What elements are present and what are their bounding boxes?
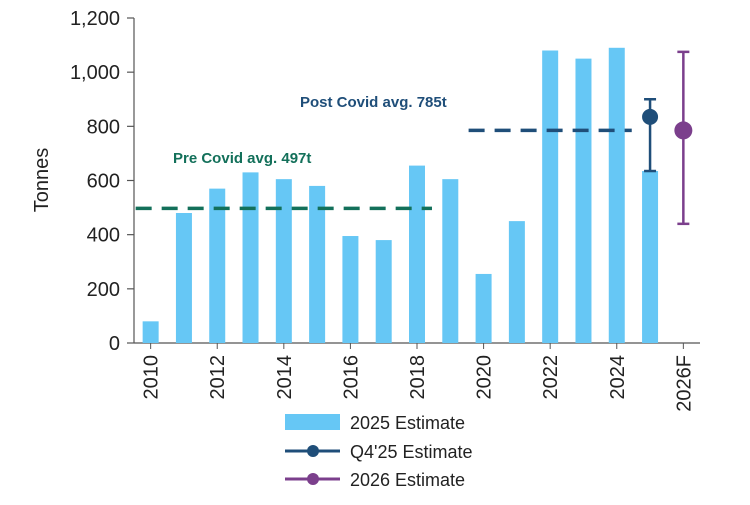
y-tick-label: 200 bbox=[87, 279, 120, 301]
legend-label-1: 2025 Estimate bbox=[350, 413, 465, 433]
axes-group: 0 200 400 600 800 1,000 1,200 Tonnes 2010 2012 201… bbox=[31, 8, 700, 412]
bar-2011 bbox=[175, 213, 192, 343]
y-tick-label: 800 bbox=[87, 116, 120, 138]
bar-2016 bbox=[342, 236, 359, 343]
legend-dot-3 bbox=[307, 473, 319, 485]
x-tick-label: 2016 bbox=[340, 355, 362, 400]
bar-2025 bbox=[642, 171, 659, 343]
x-tick-label: 2020 bbox=[474, 355, 496, 400]
error-bar-point-2 bbox=[674, 121, 693, 140]
bar-2022 bbox=[542, 50, 559, 343]
y-axis-title: Tonnes bbox=[31, 148, 53, 213]
bar-2017 bbox=[375, 240, 392, 343]
bar-2019 bbox=[442, 179, 459, 343]
x-tick-label: 2024 bbox=[607, 355, 629, 400]
bar-2013 bbox=[242, 172, 259, 343]
legend-label-2: Q4'25 Estimate bbox=[350, 442, 473, 462]
x-tick-label: 2014 bbox=[274, 355, 296, 400]
legend-dot-2 bbox=[307, 445, 319, 457]
legend-swatch-1 bbox=[285, 414, 340, 430]
bar-2014 bbox=[275, 179, 292, 343]
y-tick-label: 400 bbox=[87, 225, 120, 247]
error-bar-point-1 bbox=[642, 108, 659, 125]
bar-2018 bbox=[409, 165, 425, 343]
x-tick-label: 2026F bbox=[673, 355, 695, 412]
bars-group bbox=[142, 47, 659, 344]
bar-2021 bbox=[508, 221, 525, 343]
reference-line-label-1: Pre Covid avg. 497t bbox=[173, 150, 311, 167]
error-bars-group bbox=[642, 50, 693, 226]
bar-2023 bbox=[575, 58, 592, 343]
y-tick-label: 0 bbox=[109, 333, 120, 355]
x-tick-label: 2010 bbox=[141, 355, 163, 400]
reference-line-label-2: Post Covid avg. 785t bbox=[300, 94, 447, 111]
bar-2015 bbox=[309, 185, 326, 343]
reference-lines-group: Pre Covid avg. 497t Post Covid avg. 785t bbox=[135, 94, 632, 211]
legend-label-3: 2026 Estimate bbox=[350, 470, 465, 490]
legend: 2025 Estimate Q4'25 Estimate 2026 Estimate bbox=[285, 413, 473, 490]
x-tick-label: 2012 bbox=[207, 355, 229, 400]
y-tick-label: 1,000 bbox=[70, 62, 120, 84]
bar-2024 bbox=[608, 47, 625, 344]
y-tick-label: 600 bbox=[87, 171, 120, 193]
x-tick-label: 2022 bbox=[540, 355, 562, 400]
bar-2020 bbox=[475, 273, 492, 343]
bar-2010 bbox=[142, 321, 159, 343]
x-tick-label: 2018 bbox=[407, 355, 429, 400]
bar-2012 bbox=[209, 188, 226, 343]
y-tick-label: 1,200 bbox=[70, 8, 120, 30]
